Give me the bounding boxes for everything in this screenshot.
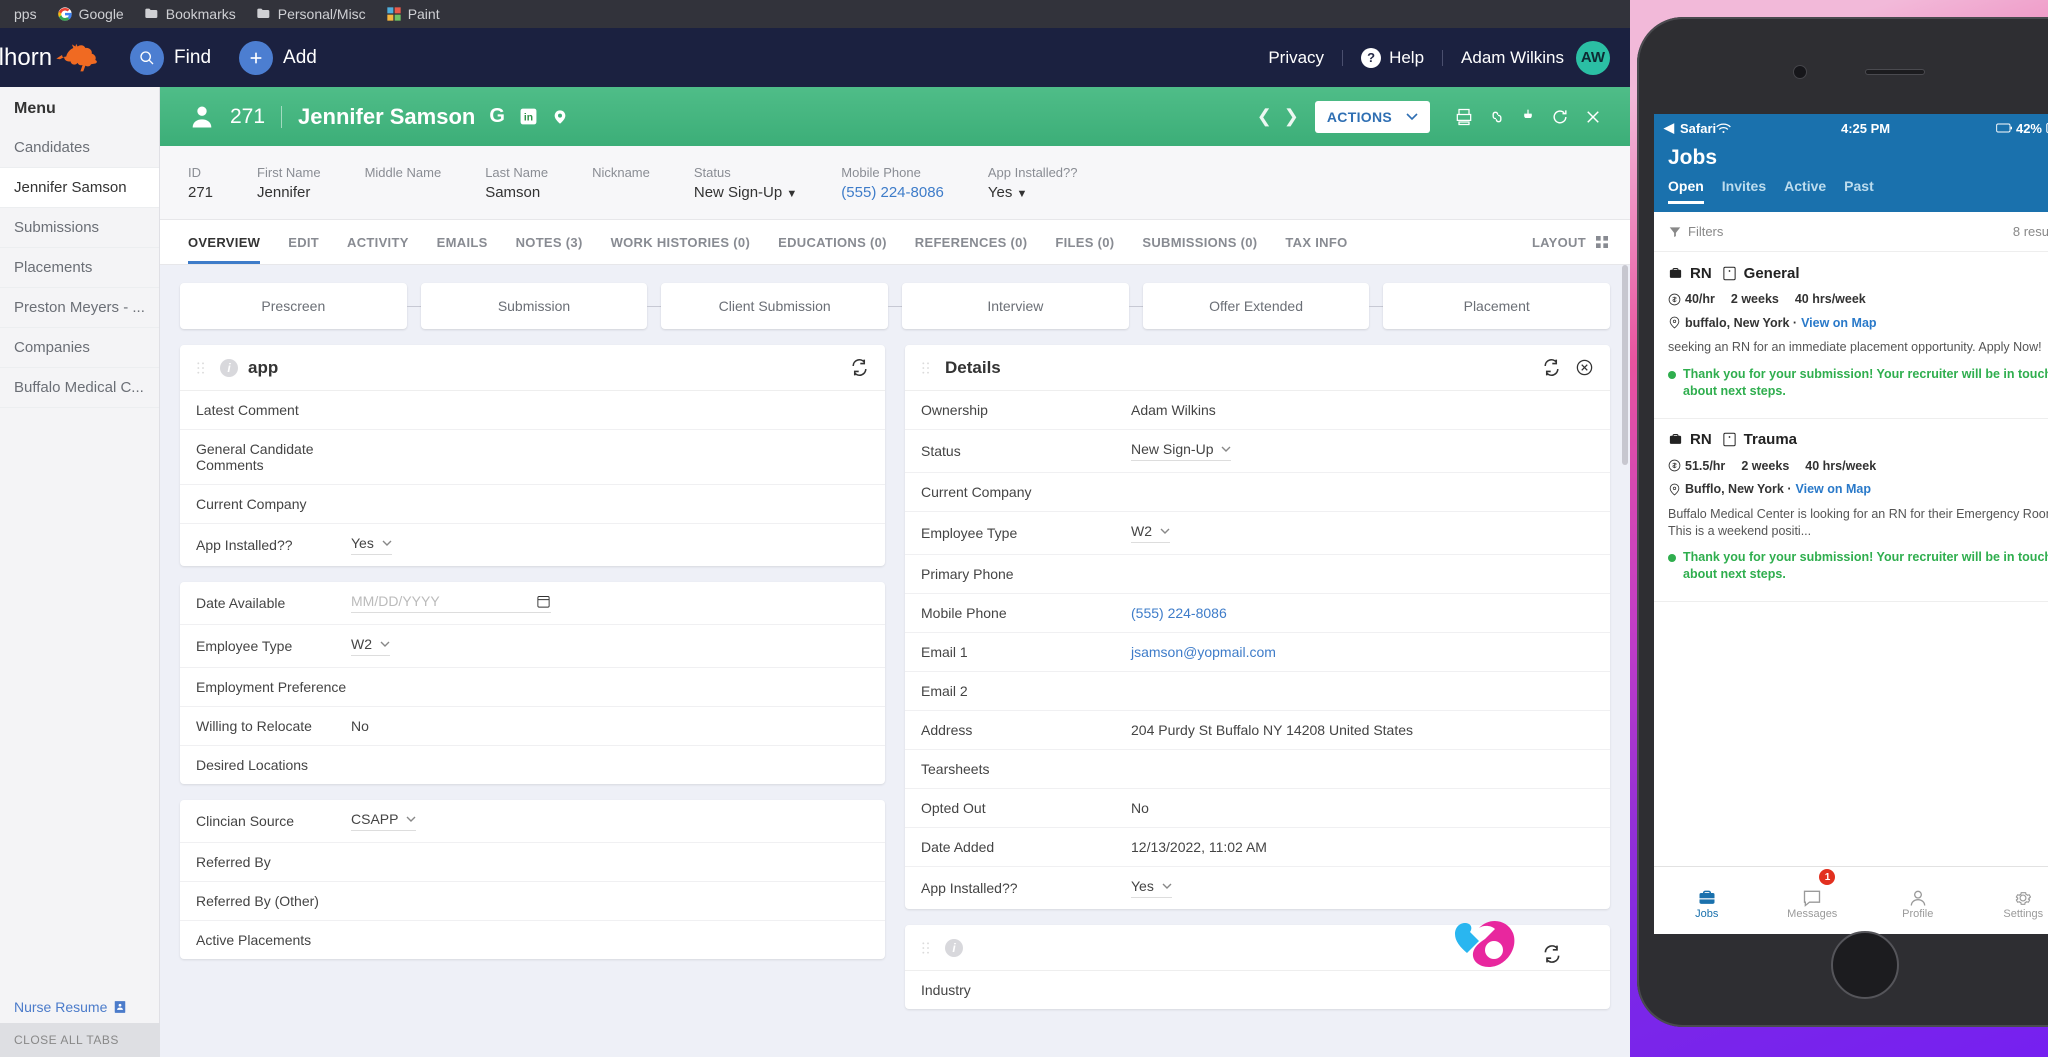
svg-text:in: in — [524, 112, 533, 123]
